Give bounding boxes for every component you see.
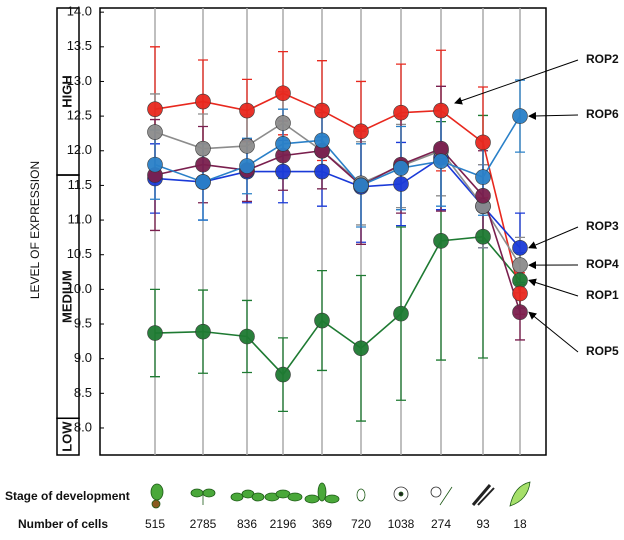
data-point — [195, 140, 211, 157]
callout-arrow — [454, 59, 579, 105]
data-point — [353, 123, 369, 140]
x-tick-label: 274 — [431, 517, 451, 531]
callout-arrow — [528, 311, 579, 353]
data-point — [314, 163, 330, 180]
data-point — [314, 132, 330, 149]
band-box — [56, 417, 80, 456]
row-label: Number of cells — [18, 517, 108, 531]
y-tick-label: 8.5 — [74, 385, 92, 400]
band-label: LOW — [59, 421, 74, 452]
y-tick-label: 10.5 — [67, 246, 92, 261]
series-label: ROP3 — [586, 219, 619, 233]
y-tick-label: 12.0 — [67, 142, 92, 157]
data-point — [512, 257, 528, 273]
y-tick-label: 8.0 — [74, 419, 92, 434]
x-tick-label: 720 — [351, 517, 371, 531]
series-line — [154, 235, 521, 376]
series-line — [154, 115, 521, 187]
data-point — [314, 312, 330, 329]
data-point — [393, 104, 409, 121]
data-point — [512, 108, 528, 124]
data-point — [275, 136, 291, 152]
data-point — [475, 134, 491, 151]
data-point — [475, 188, 491, 204]
band-label: HIGH — [59, 75, 74, 108]
y-tick-label: 11.0 — [68, 212, 92, 227]
data-point — [393, 160, 409, 176]
series-label: ROP4 — [586, 257, 619, 271]
data-point — [195, 323, 211, 340]
series-label: ROP1 — [586, 288, 619, 302]
series-line — [154, 156, 521, 249]
x-tick-label: 1038 — [388, 517, 415, 531]
data-point — [239, 138, 255, 154]
data-point — [275, 115, 291, 131]
data-point — [512, 285, 528, 302]
data-point — [239, 328, 255, 345]
y-tick-label: 14.0 — [67, 4, 92, 19]
y-tick-label: 12.5 — [67, 108, 92, 123]
data-point — [195, 156, 211, 173]
series-label: ROP5 — [586, 344, 619, 358]
y-tick-label: 11.5 — [68, 177, 92, 192]
data-point — [393, 305, 409, 322]
data-point — [195, 93, 211, 110]
data-point — [475, 169, 491, 185]
data-point — [433, 233, 449, 249]
x-tick-label: 2785 — [190, 517, 217, 531]
band-label: MEDIUM — [59, 270, 74, 323]
callout-arrow — [528, 278, 579, 297]
x-tick-label: 93 — [476, 517, 490, 531]
callout-arrow — [528, 111, 579, 120]
data-point — [433, 153, 449, 169]
x-tick-label: 515 — [145, 517, 165, 531]
data-point — [147, 101, 163, 117]
data-point — [433, 102, 449, 119]
data-point — [239, 158, 255, 174]
callout-arrow — [528, 226, 579, 249]
series-label: ROP2 — [586, 52, 619, 66]
row-label: Stage of development — [5, 489, 130, 503]
y-tick-label: 13.0 — [67, 73, 92, 88]
y-tick-label: 9.0 — [74, 350, 92, 365]
series-line — [154, 92, 521, 294]
series-line — [154, 122, 521, 266]
x-tick-label: 2196 — [270, 517, 297, 531]
series-line — [154, 147, 521, 313]
data-point — [393, 176, 409, 192]
y-tick-label: 10.0 — [67, 281, 92, 296]
data-point — [353, 177, 369, 194]
y-tick-label: 9.5 — [74, 315, 92, 330]
y-axis-label: LEVEL OF EXPRESSION — [28, 161, 42, 299]
data-point — [475, 228, 491, 245]
plot-frame — [99, 7, 547, 456]
data-point — [147, 325, 163, 341]
data-point — [275, 163, 291, 180]
series-label: ROP6 — [586, 107, 619, 121]
data-point — [147, 124, 163, 140]
x-tick-label: 836 — [237, 517, 257, 531]
x-tick-label: 18 — [513, 517, 527, 531]
data-point — [147, 156, 163, 173]
data-point — [239, 102, 255, 119]
x-tick-label: 369 — [312, 517, 332, 531]
data-point — [353, 340, 369, 357]
data-point — [195, 174, 211, 190]
data-point — [275, 366, 291, 383]
data-point — [512, 272, 528, 289]
data-point — [512, 304, 528, 321]
data-point — [512, 239, 528, 256]
data-point — [314, 102, 330, 119]
y-tick-label: 13.5 — [67, 38, 92, 53]
stage-icons — [150, 481, 531, 509]
data-point — [275, 85, 291, 102]
